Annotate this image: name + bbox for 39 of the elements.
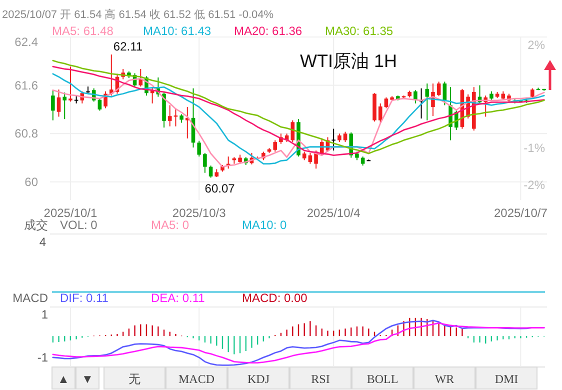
annotation: 60.07 bbox=[204, 182, 236, 196]
text: DEA: 0.11 bbox=[151, 291, 206, 305]
text: ▼ bbox=[82, 372, 94, 386]
text: 4 bbox=[39, 235, 46, 249]
y2-tick-label: -1% bbox=[524, 141, 546, 156]
text: MA10: 0 bbox=[242, 218, 288, 232]
text: MA5: 61.48 bbox=[52, 24, 114, 38]
text: MA10: 61.43 bbox=[143, 24, 212, 38]
text: DIF: 0.11 bbox=[60, 291, 109, 305]
y-tick-label: 1 bbox=[41, 308, 48, 322]
y-tick-label: 60.8 bbox=[14, 126, 38, 141]
y-tick-label: 60 bbox=[24, 174, 38, 189]
text: ▲ bbox=[58, 372, 70, 386]
text: WR bbox=[434, 372, 454, 386]
y-axis-title: MACD bbox=[12, 291, 48, 305]
y-tick-label: 62.4 bbox=[14, 35, 38, 49]
x-tick-label: 2025/10/1 bbox=[44, 206, 98, 220]
y2-tick-label: 2% bbox=[528, 38, 546, 52]
text: WTI原油 1H bbox=[300, 51, 397, 71]
x-tick-label: 2025/10/3 bbox=[172, 206, 226, 220]
chart-subtitle: 2025/10/07 开 61.54 高 61.54 收 61.52 低 61.51 -0.04% bbox=[2, 8, 274, 21]
text: MA20: 61.36 bbox=[234, 24, 302, 38]
x-tick-label: 2025/10/7 bbox=[494, 206, 548, 220]
text: 无 bbox=[128, 372, 140, 386]
text: 成交 bbox=[24, 218, 48, 232]
text: BOLL bbox=[366, 372, 398, 386]
text: MA5: 0 bbox=[151, 218, 190, 232]
text: VOL: 0 bbox=[60, 218, 98, 232]
y-tick-label: -1 bbox=[37, 350, 48, 364]
x-tick-label: 2025/10/4 bbox=[306, 206, 361, 220]
annotation: 62.11 bbox=[113, 40, 143, 54]
series-label: MACD: 0.00 bbox=[242, 291, 308, 305]
y2-tick-label: -2% bbox=[524, 178, 546, 192]
text: MACD bbox=[178, 372, 215, 386]
text: MA30: 61.35 bbox=[325, 24, 394, 38]
text: KDJ bbox=[247, 372, 270, 386]
y-tick-label: 61.6 bbox=[14, 78, 38, 92]
text: RSI bbox=[311, 372, 330, 386]
text: DMI bbox=[494, 372, 518, 386]
